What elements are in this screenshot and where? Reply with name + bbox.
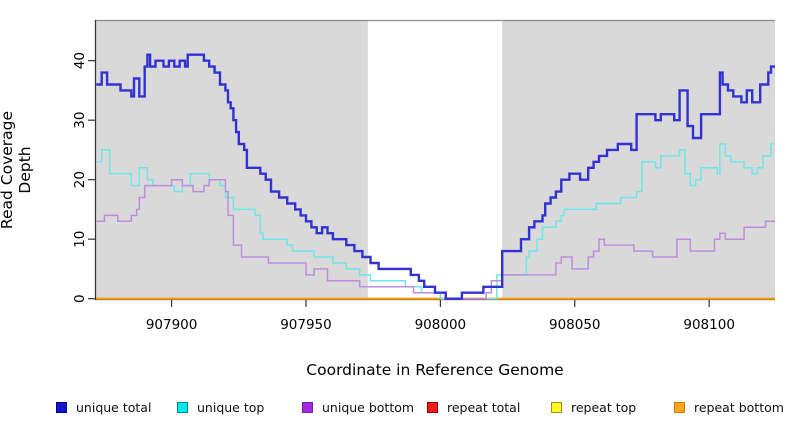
legend-label: unique total <box>76 399 152 415</box>
legend-swatch-unique-top <box>177 401 188 413</box>
y-tick-label: 40 <box>72 52 88 69</box>
series-unique-total <box>96 53 775 300</box>
x-tick-label: 907950 <box>280 317 332 333</box>
y-tick-label: 30 <box>72 112 88 129</box>
legend-label: unique bottom <box>322 399 415 415</box>
y-tick-label: 20 <box>72 171 88 188</box>
legend-swatch-repeat-top <box>551 401 562 413</box>
legend-swatch-unique-bottom <box>302 401 313 413</box>
series-lines <box>96 53 775 300</box>
x-tick-label: 907900 <box>146 317 198 333</box>
shaded-region <box>502 20 775 300</box>
legend-item-repeat-bottom: repeat bottom <box>674 398 784 416</box>
y-tick-label: 10 <box>72 231 88 248</box>
legend-label: repeat total <box>447 399 521 415</box>
x-tick-label: 908100 <box>683 317 735 333</box>
legend-item-repeat-top: repeat top <box>551 398 636 416</box>
axes: 907900 907950 908000 908050 908100 0 10 20 30 40 <box>72 20 775 333</box>
series-unique-bottom <box>96 178 775 300</box>
legend-swatch-repeat-bottom <box>674 401 685 413</box>
legend-item-unique-bottom: unique bottom <box>302 398 414 416</box>
legend-item-repeat-total: repeat total <box>427 398 520 416</box>
x-tick-label: 908050 <box>549 317 601 333</box>
shaded-region <box>95 20 368 300</box>
legend-label: unique top <box>197 399 265 415</box>
legend-item-unique-total: unique total <box>56 398 151 416</box>
shaded-regions <box>95 20 775 300</box>
legend-item-unique-top: unique top <box>177 398 264 416</box>
y-tick-label: 0 <box>72 294 88 303</box>
plot-area: 907900 907950 908000 908050 908100 0 10 20 30 40 <box>72 19 775 333</box>
legend-swatch-repeat-total <box>427 401 438 413</box>
y-axis-title: Read Coverage Depth <box>0 110 34 230</box>
legend-label: repeat bottom <box>694 399 784 415</box>
x-tick-label: 908000 <box>415 317 467 333</box>
x-axis-title: Coordinate in Reference Genome <box>306 361 564 379</box>
legend-label: repeat top <box>571 399 637 415</box>
legend-swatch-unique-total <box>56 401 67 413</box>
legend: unique total unique top unique bottom re… <box>0 398 792 420</box>
